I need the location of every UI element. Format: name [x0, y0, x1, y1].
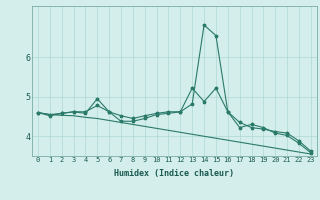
- X-axis label: Humidex (Indice chaleur): Humidex (Indice chaleur): [115, 169, 234, 178]
